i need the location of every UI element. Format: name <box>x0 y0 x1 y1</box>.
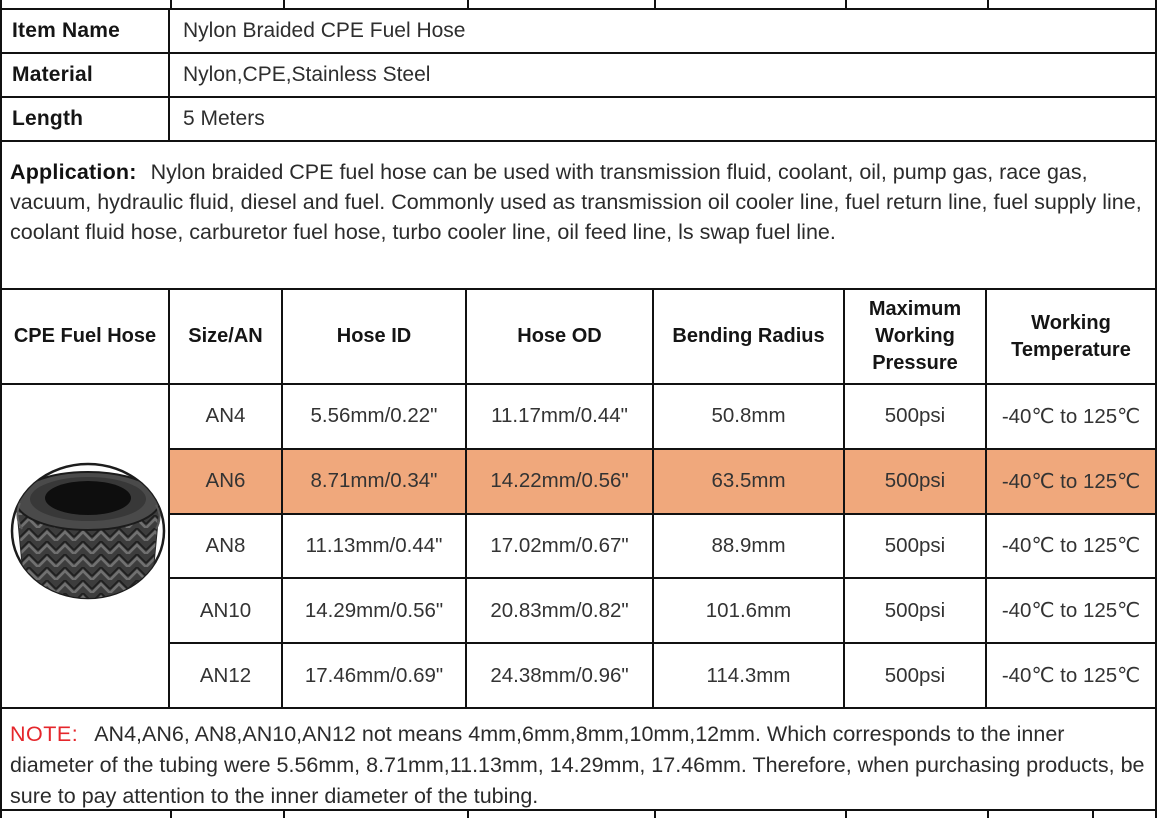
braided-hose-photo-icon <box>10 462 166 600</box>
col-header-bending: Bending Radius <box>652 288 845 385</box>
cell-bending-radius: 50.8mm <box>652 383 845 450</box>
cell-bending-radius: 114.3mm <box>652 642 845 709</box>
cell-size: AN10 <box>168 577 283 645</box>
bottom-grid-remnant <box>0 811 1157 818</box>
cell-bending-radius: 101.6mm <box>652 577 845 645</box>
note-label: NOTE: <box>10 722 79 746</box>
product-photo-cell <box>0 383 170 709</box>
cell-hose-od: 17.02mm/0.67" <box>465 512 654 580</box>
cell-size: AN6 <box>168 447 283 515</box>
info-value: Nylon,CPE,Stainless Steel <box>168 52 1157 98</box>
cell-temperature: -40℃ to 125℃ <box>985 512 1157 580</box>
cell-temperature: -40℃ to 125℃ <box>985 577 1157 645</box>
cell-size: AN8 <box>168 512 283 580</box>
cell-hose-id: 5.56mm/0.22" <box>281 383 467 450</box>
application-paragraph: Application: Nylon braided CPE fuel hose … <box>0 142 1157 288</box>
info-label: Material <box>0 52 170 98</box>
cell-hose-id: 14.29mm/0.56" <box>281 577 467 645</box>
spec-header-row: CPE Fuel Hose Size/AN Hose ID Hose OD Be… <box>0 288 1157 385</box>
grid-tick <box>654 811 656 818</box>
info-row: Length 5 Meters <box>0 96 1157 142</box>
col-header-od: Hose OD <box>465 288 654 385</box>
grid-tick <box>170 0 172 8</box>
col-header-temperature: Working Temperature <box>985 288 1157 385</box>
cell-bending-radius: 88.9mm <box>652 512 845 580</box>
cell-hose-od: 14.22mm/0.56" <box>465 447 654 515</box>
grid-tick <box>467 0 469 8</box>
spec-table: CPE Fuel Hose Size/AN Hose ID Hose OD Be… <box>0 288 1157 709</box>
note-paragraph: NOTE: AN4,AN6, AN8,AN10,AN12 not means 4m… <box>0 709 1157 811</box>
cell-hose-od: 20.83mm/0.82" <box>465 577 654 645</box>
grid-tick <box>845 811 847 818</box>
table-row: AN12 17.46mm/0.69" 24.38mm/0.96" 114.3mm… <box>1 642 1157 709</box>
grid-tick <box>170 811 172 818</box>
cell-size: AN4 <box>168 383 283 450</box>
grid-tick <box>283 0 285 8</box>
grid-tick <box>654 0 656 8</box>
grid-tick <box>467 811 469 818</box>
top-grid-remnant <box>0 0 1157 8</box>
cell-max-pressure: 500psi <box>843 577 987 645</box>
cell-max-pressure: 500psi <box>843 642 987 709</box>
cell-hose-id: 17.46mm/0.69" <box>281 642 467 709</box>
table-row: AN10 14.29mm/0.56" 20.83mm/0.82" 101.6mm… <box>1 577 1157 645</box>
info-row: Item Name Nylon Braided CPE Fuel Hose <box>0 8 1157 54</box>
cell-bending-radius: 63.5mm <box>652 447 845 515</box>
cell-temperature: -40℃ to 125℃ <box>985 642 1157 709</box>
application-label: Application: <box>10 160 137 184</box>
table-row: AN4 5.56mm/0.22" 11.17mm/0.44" 50.8mm 50… <box>0 383 1157 709</box>
cell-max-pressure: 500psi <box>843 383 987 450</box>
col-header-size: Size/AN <box>168 288 283 385</box>
table-row: AN8 11.13mm/0.44" 17.02mm/0.67" 88.9mm 5… <box>1 512 1157 580</box>
application-text: Nylon braided CPE fuel hose can be used … <box>10 160 1142 244</box>
grid-tick <box>845 0 847 8</box>
note-text: AN4,AN6, AN8,AN10,AN12 not means 4mm,6mm… <box>10 722 1145 808</box>
cell-hose-id: 11.13mm/0.44" <box>281 512 467 580</box>
info-row: Material Nylon,CPE,Stainless Steel <box>0 52 1157 98</box>
grid-tick <box>987 0 989 8</box>
cell-temperature: -40℃ to 125℃ <box>985 447 1157 515</box>
cell-size: AN12 <box>168 642 283 709</box>
grid-tick <box>283 811 285 818</box>
product-info-table: Item Name Nylon Braided CPE Fuel Hose Ma… <box>0 8 1157 142</box>
info-label: Length <box>0 96 170 142</box>
cell-hose-id: 8.71mm/0.34" <box>281 447 467 515</box>
cell-hose-od: 11.17mm/0.44" <box>465 383 654 450</box>
col-header-pressure: Maximum Working Pressure <box>843 288 987 385</box>
info-value: Nylon Braided CPE Fuel Hose <box>168 8 1157 54</box>
cell-temperature: -40℃ to 125℃ <box>985 383 1157 450</box>
cell-hose-od: 24.38mm/0.96" <box>465 642 654 709</box>
info-value: 5 Meters <box>168 96 1157 142</box>
grid-tick <box>1092 811 1094 818</box>
cell-max-pressure: 500psi <box>843 512 987 580</box>
col-header-hose: CPE Fuel Hose <box>0 288 170 385</box>
col-header-id: Hose ID <box>281 288 467 385</box>
info-label: Item Name <box>0 8 170 54</box>
grid-tick <box>987 811 989 818</box>
table-row-highlighted: AN6 8.71mm/0.34" 14.22mm/0.56" 63.5mm 50… <box>1 447 1157 515</box>
cell-max-pressure: 500psi <box>843 447 987 515</box>
